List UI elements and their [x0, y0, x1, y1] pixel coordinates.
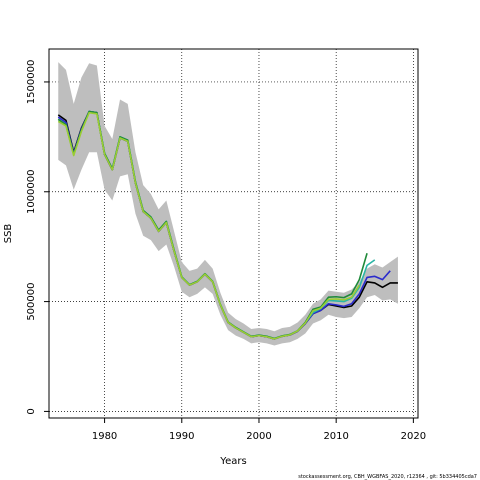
y-axis-title: SSB	[3, 224, 14, 244]
plot-frame	[48, 48, 419, 419]
x-tick-label: 2020	[401, 431, 426, 442]
series-line-5	[57, 111, 361, 340]
y-tick-label: 1000000	[26, 169, 37, 214]
footer-note: stockassessment.org, CBH_WGBFAS_2020, r1…	[298, 474, 477, 480]
y-tick-label: 500000	[26, 282, 37, 320]
series-lines	[57, 110, 398, 340]
x-tick-label: 1990	[169, 431, 194, 442]
x-tick-label: 2000	[246, 431, 271, 442]
x-tick-label: 2010	[323, 431, 348, 442]
confidence-band	[58, 62, 398, 346]
y-axis-ticks: 0 500000 1000000 1500000	[26, 60, 49, 415]
x-axis-title: Years	[219, 456, 246, 467]
y-tick-label: 0	[26, 408, 37, 414]
y-tick-label: 1500000	[26, 60, 37, 105]
x-tick-label: 1980	[92, 431, 117, 442]
confidence-band-area	[58, 62, 398, 346]
x-axis-ticks: 1980 1990 2000 2010 2020	[92, 418, 426, 442]
